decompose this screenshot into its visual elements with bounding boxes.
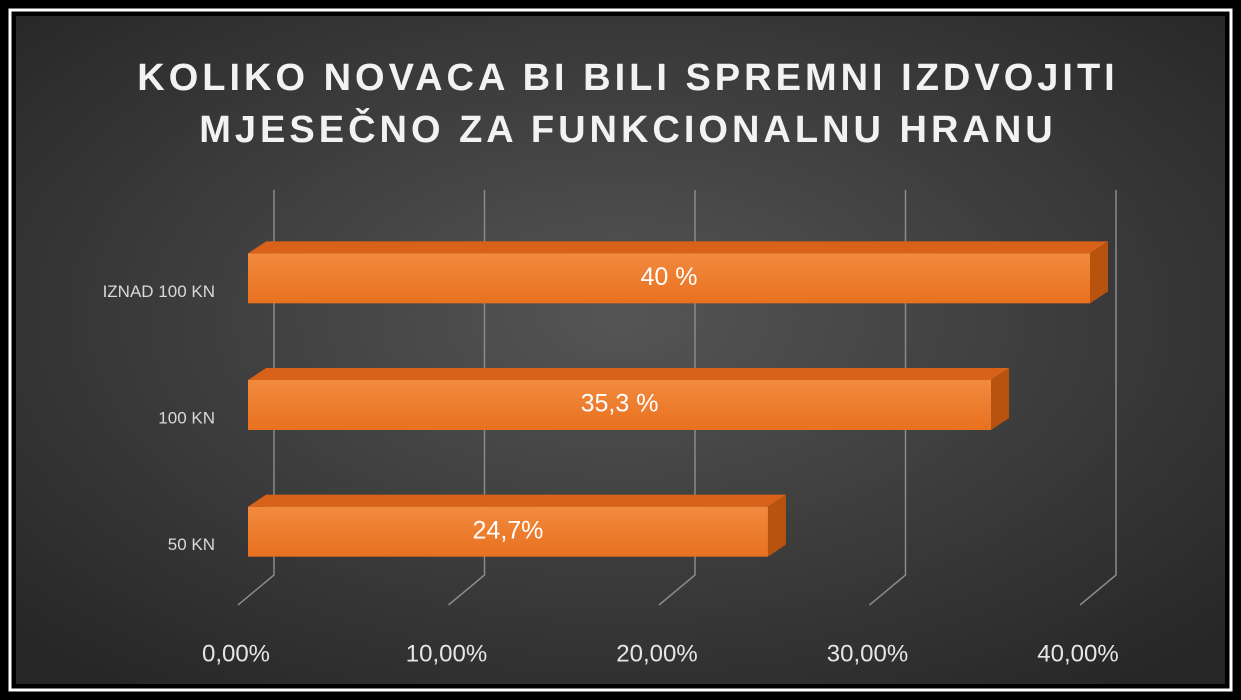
data-label: 35,3 % <box>581 390 659 418</box>
y-tick-label: 100 KN <box>158 408 215 427</box>
bar <box>248 506 768 557</box>
data-label: 24,7% <box>473 516 544 544</box>
bar <box>248 253 1090 304</box>
x-tick-label: 0,00% <box>202 640 270 667</box>
grid-line <box>448 190 486 606</box>
x-tick-label: 10,00% <box>406 640 487 667</box>
bar-top <box>248 494 786 507</box>
bar-side <box>991 368 1010 430</box>
bar-side <box>767 494 786 557</box>
bar-top <box>248 241 1108 254</box>
x-tick-label: 30,00% <box>827 640 908 667</box>
bar <box>248 380 992 430</box>
data-label: 40 % <box>641 263 698 291</box>
grid-line <box>237 190 275 606</box>
bar-side <box>1090 241 1108 304</box>
grid-line <box>1079 190 1117 606</box>
x-tick-label: 20,00% <box>616 640 697 667</box>
x-tick-label: 40,00% <box>1037 640 1118 667</box>
grid-line <box>869 190 907 606</box>
inner-border <box>8 8 1233 692</box>
grid-line <box>658 190 696 606</box>
bar-top <box>248 368 1010 380</box>
y-tick-label: IZNAD 100 KN <box>103 282 215 301</box>
chart-title: MJESEČNO ZA FUNKCIONALNU HRANU <box>199 106 1056 151</box>
chart-area <box>16 16 1225 684</box>
chart-title: KOLIKO NOVACA BI BILI SPREMNI IZDVOJITI <box>137 57 1118 99</box>
y-tick-label: 50 KN <box>168 535 215 554</box>
